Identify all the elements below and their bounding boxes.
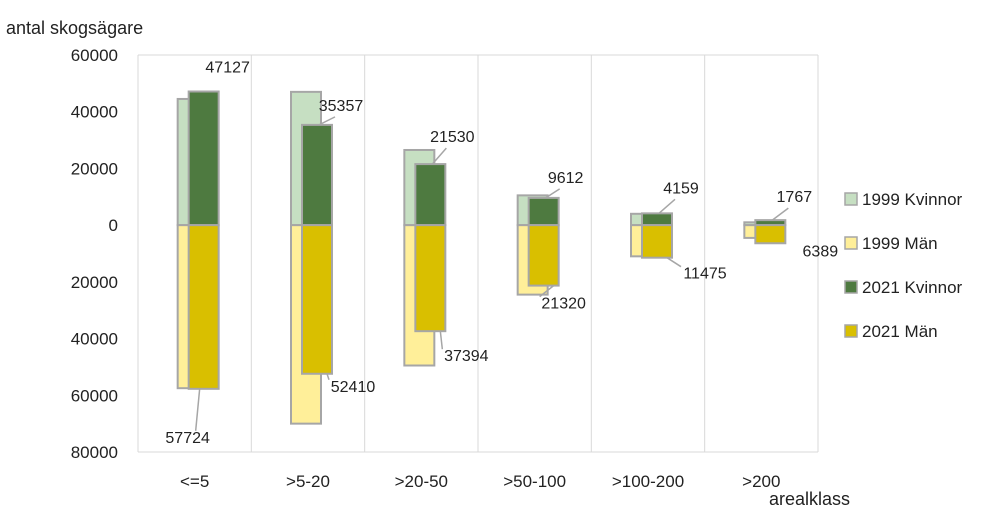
y-tick-label: 60000 [71, 386, 118, 405]
x-tick-label: >100-200 [612, 472, 684, 491]
leader-lines [194, 116, 789, 431]
x-tick-label: >5-20 [286, 472, 330, 491]
data-label-2021-man: 57724 [165, 430, 210, 447]
y-tick-label: 60000 [71, 46, 118, 65]
leader-line [666, 257, 682, 268]
leader-line [326, 373, 330, 380]
bars [176, 90, 787, 425]
leader-line [545, 188, 561, 199]
x-tick-label: <=5 [180, 472, 209, 491]
x-axis-ticks: <=5 >5-20 >20-50 >50-100 >100-200 >200 [180, 472, 780, 491]
leader-line [771, 207, 789, 221]
bar-2021-man-1 [301, 224, 333, 375]
grid-lines [137, 54, 819, 453]
leader-line [658, 198, 676, 214]
data-label-2021-kvinnor: 1767 [777, 189, 813, 206]
bar-2021-kvinnor-4 [641, 212, 673, 227]
data-label-2021-man: 21320 [541, 296, 586, 313]
y-tick-label: 0 [109, 216, 118, 235]
data-label-2021-kvinnor: 9612 [548, 170, 584, 187]
bar-2021-man-0 [187, 224, 220, 390]
legend-label: 1999 Män [862, 234, 938, 253]
legend-swatch [844, 324, 858, 338]
bar-2021-kvinnor-2 [414, 163, 447, 227]
x-tick-label: >200 [742, 472, 780, 491]
data-label-2021-man: 37394 [444, 348, 489, 365]
bar-2021-man-3 [527, 224, 560, 287]
leader-line [431, 147, 447, 165]
y-axis-ticks: 60000 40000 20000 0 20000 40000 60000 80000 [71, 46, 118, 462]
legend-swatch [844, 192, 858, 206]
x-tick-label: >20-50 [395, 472, 448, 491]
bar-2021-kvinnor-1 [301, 123, 333, 227]
y-axis-title: antal skogsägare [6, 18, 143, 38]
x-axis-title: arealklass [769, 489, 850, 508]
legend-label: 2021 Kvinnor [862, 278, 963, 297]
legend-swatch [844, 236, 858, 250]
data-label-2021-kvinnor: 21530 [430, 129, 475, 146]
data-label-2021-kvinnor: 35357 [319, 98, 364, 115]
y-tick-label: 20000 [71, 159, 118, 178]
bar-2021-man-4 [641, 224, 673, 259]
bar-2021-kvinnor-0 [187, 90, 220, 227]
bar-2021-man-2 [414, 224, 447, 333]
y-tick-label: 80000 [71, 443, 118, 462]
x-tick-label: >50-100 [503, 472, 566, 491]
data-label-2021-kvinnor: 4159 [663, 180, 699, 197]
data-label-2021-man: 52410 [331, 379, 376, 396]
leader-line [194, 388, 201, 431]
legend-swatch [844, 280, 858, 294]
data-labels: 47127 35357 21530 9612 4159 1767 57724 52410 373… [165, 60, 838, 447]
legend-label: 1999 Kvinnor [862, 190, 963, 209]
legend-label: 2021 Män [862, 322, 938, 341]
leader-line [539, 285, 555, 298]
y-tick-label: 40000 [71, 330, 118, 349]
y-tick-label: 40000 [71, 103, 118, 122]
data-label-2021-kvinnor: 47127 [205, 60, 250, 77]
y-tick-label: 20000 [71, 273, 118, 292]
data-label-2021-man: 6389 [803, 243, 839, 260]
legend: 1999 Kvinnor 1999 Män 2021 Kvinnor 2021 Män [844, 190, 963, 341]
data-label-2021-man: 11475 [683, 266, 726, 283]
bar-2021-man-5 [754, 224, 787, 245]
bar-2021-kvinnor-3 [527, 196, 560, 227]
leader-line [439, 331, 444, 350]
leader-line [318, 116, 336, 126]
